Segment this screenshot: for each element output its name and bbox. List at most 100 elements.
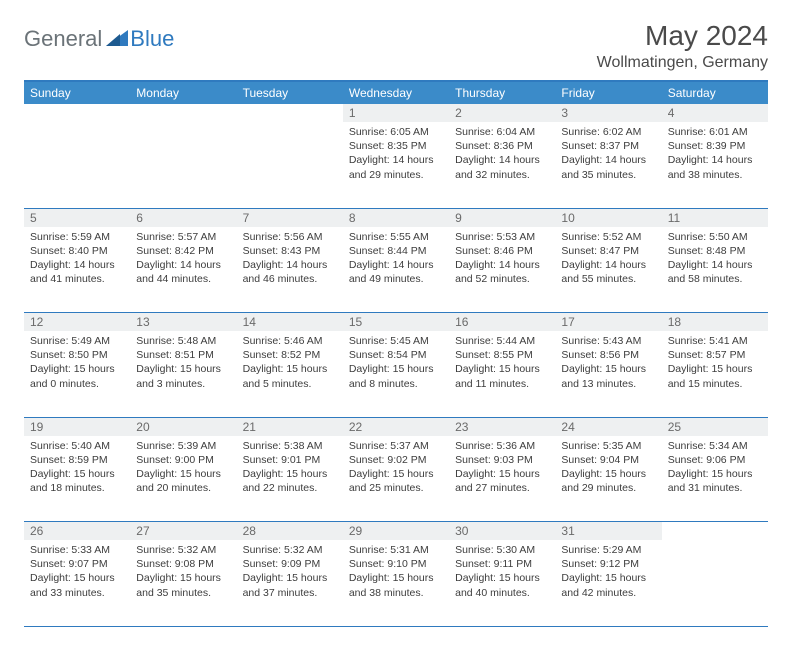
day-cell: Sunrise: 5:56 AMSunset: 8:43 PMDaylight:… xyxy=(237,227,343,313)
day-number: 22 xyxy=(343,417,449,436)
day-number: 4 xyxy=(662,104,768,122)
day-details: Sunrise: 6:05 AMSunset: 8:35 PMDaylight:… xyxy=(343,122,449,186)
day-number: 27 xyxy=(130,522,236,541)
day-details: Sunrise: 5:59 AMSunset: 8:40 PMDaylight:… xyxy=(24,227,130,291)
weekday-header: Wednesday xyxy=(343,82,449,104)
logo-triangle-icon xyxy=(106,28,128,51)
day-number: 9 xyxy=(449,208,555,227)
day-cell: Sunrise: 5:34 AMSunset: 9:06 PMDaylight:… xyxy=(662,436,768,522)
day-cell: Sunrise: 5:36 AMSunset: 9:03 PMDaylight:… xyxy=(449,436,555,522)
day-details: Sunrise: 5:45 AMSunset: 8:54 PMDaylight:… xyxy=(343,331,449,395)
day-details: Sunrise: 6:01 AMSunset: 8:39 PMDaylight:… xyxy=(662,122,768,186)
month-title: May 2024 xyxy=(597,20,768,52)
day-cell: Sunrise: 5:39 AMSunset: 9:00 PMDaylight:… xyxy=(130,436,236,522)
day-cell: Sunrise: 5:40 AMSunset: 8:59 PMDaylight:… xyxy=(24,436,130,522)
week-row: Sunrise: 5:40 AMSunset: 8:59 PMDaylight:… xyxy=(24,436,768,522)
day-details: Sunrise: 5:34 AMSunset: 9:06 PMDaylight:… xyxy=(662,436,768,500)
day-cell: Sunrise: 5:46 AMSunset: 8:52 PMDaylight:… xyxy=(237,331,343,417)
day-details: Sunrise: 5:29 AMSunset: 9:12 PMDaylight:… xyxy=(555,540,661,604)
day-number: 10 xyxy=(555,208,661,227)
day-details: Sunrise: 5:40 AMSunset: 8:59 PMDaylight:… xyxy=(24,436,130,500)
day-number: 15 xyxy=(343,313,449,332)
daynum-row: 567891011 xyxy=(24,208,768,227)
day-number: 21 xyxy=(237,417,343,436)
day-number: 7 xyxy=(237,208,343,227)
day-number xyxy=(130,104,236,122)
day-number: 16 xyxy=(449,313,555,332)
day-details: Sunrise: 5:33 AMSunset: 9:07 PMDaylight:… xyxy=(24,540,130,604)
day-number: 25 xyxy=(662,417,768,436)
day-cell: Sunrise: 5:50 AMSunset: 8:48 PMDaylight:… xyxy=(662,227,768,313)
day-details: Sunrise: 5:48 AMSunset: 8:51 PMDaylight:… xyxy=(130,331,236,395)
day-cell: Sunrise: 6:01 AMSunset: 8:39 PMDaylight:… xyxy=(662,122,768,208)
day-cell: Sunrise: 5:37 AMSunset: 9:02 PMDaylight:… xyxy=(343,436,449,522)
day-cell: Sunrise: 5:41 AMSunset: 8:57 PMDaylight:… xyxy=(662,331,768,417)
day-number: 18 xyxy=(662,313,768,332)
location: Wollmatingen, Germany xyxy=(597,54,768,72)
day-details: Sunrise: 5:43 AMSunset: 8:56 PMDaylight:… xyxy=(555,331,661,395)
day-cell: Sunrise: 6:05 AMSunset: 8:35 PMDaylight:… xyxy=(343,122,449,208)
daynum-row: 262728293031 xyxy=(24,522,768,541)
day-details: Sunrise: 6:02 AMSunset: 8:37 PMDaylight:… xyxy=(555,122,661,186)
day-cell: Sunrise: 5:32 AMSunset: 9:09 PMDaylight:… xyxy=(237,540,343,626)
day-details: Sunrise: 5:52 AMSunset: 8:47 PMDaylight:… xyxy=(555,227,661,291)
day-cell: Sunrise: 5:48 AMSunset: 8:51 PMDaylight:… xyxy=(130,331,236,417)
day-number: 26 xyxy=(24,522,130,541)
day-number: 1 xyxy=(343,104,449,122)
day-number: 17 xyxy=(555,313,661,332)
daynum-row: 19202122232425 xyxy=(24,417,768,436)
day-cell: Sunrise: 5:57 AMSunset: 8:42 PMDaylight:… xyxy=(130,227,236,313)
weekday-header: Monday xyxy=(130,82,236,104)
day-cell xyxy=(237,122,343,208)
day-number: 14 xyxy=(237,313,343,332)
day-cell: Sunrise: 5:31 AMSunset: 9:10 PMDaylight:… xyxy=(343,540,449,626)
day-details: Sunrise: 5:55 AMSunset: 8:44 PMDaylight:… xyxy=(343,227,449,291)
daynum-row: 12131415161718 xyxy=(24,313,768,332)
day-details: Sunrise: 6:04 AMSunset: 8:36 PMDaylight:… xyxy=(449,122,555,186)
day-details: Sunrise: 5:31 AMSunset: 9:10 PMDaylight:… xyxy=(343,540,449,604)
day-number: 19 xyxy=(24,417,130,436)
day-details: Sunrise: 5:32 AMSunset: 9:09 PMDaylight:… xyxy=(237,540,343,604)
day-details: Sunrise: 5:41 AMSunset: 8:57 PMDaylight:… xyxy=(662,331,768,395)
day-details: Sunrise: 5:53 AMSunset: 8:46 PMDaylight:… xyxy=(449,227,555,291)
day-cell: Sunrise: 5:38 AMSunset: 9:01 PMDaylight:… xyxy=(237,436,343,522)
calendar-table: SundayMondayTuesdayWednesdayThursdayFrid… xyxy=(24,82,768,627)
day-number: 6 xyxy=(130,208,236,227)
day-number: 28 xyxy=(237,522,343,541)
day-details: Sunrise: 5:38 AMSunset: 9:01 PMDaylight:… xyxy=(237,436,343,500)
week-row: Sunrise: 5:49 AMSunset: 8:50 PMDaylight:… xyxy=(24,331,768,417)
day-details: Sunrise: 5:50 AMSunset: 8:48 PMDaylight:… xyxy=(662,227,768,291)
day-cell: Sunrise: 5:43 AMSunset: 8:56 PMDaylight:… xyxy=(555,331,661,417)
week-row: Sunrise: 5:33 AMSunset: 9:07 PMDaylight:… xyxy=(24,540,768,626)
week-row: Sunrise: 5:59 AMSunset: 8:40 PMDaylight:… xyxy=(24,227,768,313)
day-number: 3 xyxy=(555,104,661,122)
day-cell: Sunrise: 6:04 AMSunset: 8:36 PMDaylight:… xyxy=(449,122,555,208)
day-details: Sunrise: 5:56 AMSunset: 8:43 PMDaylight:… xyxy=(237,227,343,291)
brand-part2: Blue xyxy=(130,26,174,52)
day-number: 20 xyxy=(130,417,236,436)
day-details: Sunrise: 5:32 AMSunset: 9:08 PMDaylight:… xyxy=(130,540,236,604)
day-number: 11 xyxy=(662,208,768,227)
brand-part1: General xyxy=(24,26,102,52)
day-cell: Sunrise: 6:02 AMSunset: 8:37 PMDaylight:… xyxy=(555,122,661,208)
day-number xyxy=(24,104,130,122)
day-number: 2 xyxy=(449,104,555,122)
day-number: 13 xyxy=(130,313,236,332)
day-cell: Sunrise: 5:30 AMSunset: 9:11 PMDaylight:… xyxy=(449,540,555,626)
weekday-header: Tuesday xyxy=(237,82,343,104)
day-number: 31 xyxy=(555,522,661,541)
day-cell: Sunrise: 5:53 AMSunset: 8:46 PMDaylight:… xyxy=(449,227,555,313)
day-details: Sunrise: 5:30 AMSunset: 9:11 PMDaylight:… xyxy=(449,540,555,604)
header: General Blue May 2024 Wollmatingen, Germ… xyxy=(24,20,768,72)
day-cell: Sunrise: 5:52 AMSunset: 8:47 PMDaylight:… xyxy=(555,227,661,313)
weekday-header: Thursday xyxy=(449,82,555,104)
day-number: 29 xyxy=(343,522,449,541)
weekday-header: Friday xyxy=(555,82,661,104)
day-details: Sunrise: 5:57 AMSunset: 8:42 PMDaylight:… xyxy=(130,227,236,291)
weekday-header-row: SundayMondayTuesdayWednesdayThursdayFrid… xyxy=(24,82,768,104)
day-cell: Sunrise: 5:45 AMSunset: 8:54 PMDaylight:… xyxy=(343,331,449,417)
day-details: Sunrise: 5:35 AMSunset: 9:04 PMDaylight:… xyxy=(555,436,661,500)
day-cell: Sunrise: 5:55 AMSunset: 8:44 PMDaylight:… xyxy=(343,227,449,313)
day-cell: Sunrise: 5:33 AMSunset: 9:07 PMDaylight:… xyxy=(24,540,130,626)
day-cell: Sunrise: 5:32 AMSunset: 9:08 PMDaylight:… xyxy=(130,540,236,626)
